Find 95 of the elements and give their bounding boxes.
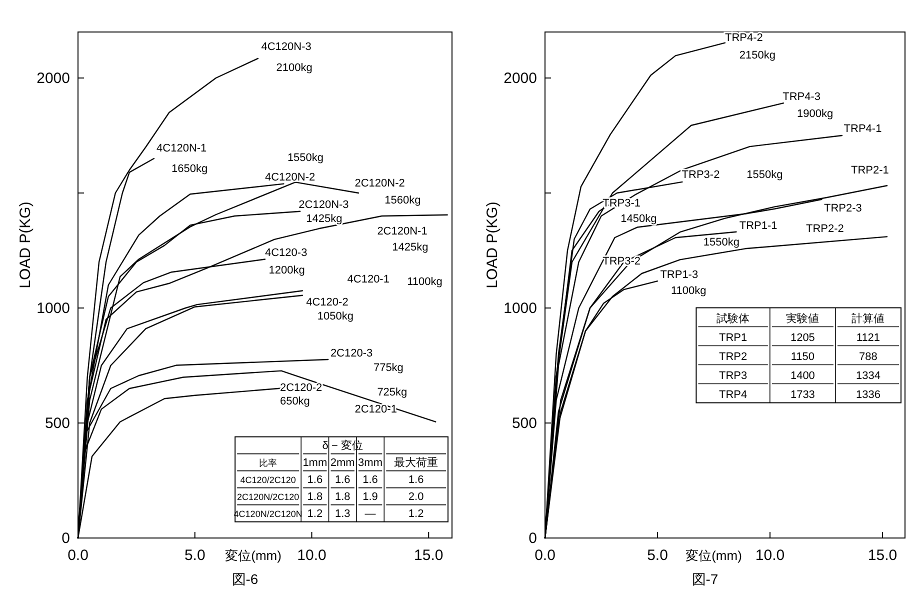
annotation: 1733 — [790, 388, 815, 401]
annotation: 2100kg — [276, 62, 312, 74]
annotation: 2C120-2 — [280, 382, 322, 394]
x-axis-title: 変位(mm) — [225, 548, 282, 563]
y-tick-label: 0 — [62, 530, 70, 547]
text: 図-7 — [692, 571, 718, 587]
annotation: 1.6 — [307, 474, 323, 486]
x-axis-title: 変位(mm) — [686, 548, 742, 563]
annotation: 2C120N-2 — [354, 177, 405, 190]
annotation: 1900kg — [797, 108, 834, 120]
annotation: 1100kg — [671, 285, 706, 298]
annotation: 725kg — [377, 386, 408, 398]
annotation: 1.3 — [334, 508, 350, 520]
y-tick-label: 500 — [44, 415, 70, 432]
text: 図-6 — [232, 571, 258, 587]
annotation: 1550kg — [703, 236, 740, 249]
annotation: 1425kg — [306, 212, 342, 225]
x-tick-label: 10.0 — [297, 547, 326, 564]
annotation: TRP1-3 — [660, 268, 698, 281]
y-tick-label: 2000 — [504, 70, 537, 87]
annotation: TRP4 — [719, 388, 748, 401]
annotation: TRP4-1 — [844, 123, 882, 136]
annotation: 1.6 — [334, 474, 350, 486]
annotation: 4C120N-3 — [261, 41, 312, 54]
annotation: 1.9 — [362, 490, 378, 503]
y-tick-label: 0 — [528, 530, 537, 547]
annotation: 2C120N/2C120 — [237, 492, 300, 502]
annotation: TRP2-1 — [851, 164, 889, 177]
annotation: 2C120-1 — [354, 404, 397, 416]
annotation: 1.8 — [334, 490, 350, 503]
annotation: 3mm — [358, 456, 383, 469]
annotation: 2.0 — [408, 490, 424, 503]
annotation: 最大荷重 — [394, 456, 438, 469]
annotation: 1336 — [856, 388, 880, 401]
annotation: 4C120N-2 — [265, 171, 316, 184]
annotation: 1.2 — [408, 508, 424, 520]
annotation: 試験体 — [716, 312, 750, 325]
annotation: 4C120N-1 — [156, 142, 207, 154]
annotation: 1400 — [790, 370, 815, 382]
annotation: 実験値 — [786, 312, 820, 325]
annotation: 1560kg — [384, 194, 421, 207]
y-tick-label: 1000 — [36, 300, 70, 317]
annotation: 1425kg — [392, 242, 428, 254]
annotation: — — [364, 508, 376, 520]
annotation: 1100kg — [407, 276, 442, 288]
annotation: TRP2-2 — [806, 222, 844, 235]
x-tick-label: 0.0 — [534, 547, 556, 564]
annotation: TRP1-1 — [739, 220, 778, 232]
annotation: 1mm — [302, 456, 328, 469]
x-tick-label: 10.0 — [755, 547, 785, 564]
annotation: 4C120-2 — [306, 296, 348, 309]
annotation: TRP1 — [719, 332, 748, 344]
annotation: 2mm — [330, 456, 355, 469]
annotation: 1450kg — [620, 212, 657, 225]
x-tick-label: 0.0 — [68, 547, 88, 564]
annotation: 788 — [859, 350, 878, 363]
annotation: 2C120-3 — [330, 347, 373, 360]
annotation: 1.8 — [307, 490, 323, 503]
annotation: TRP3-2 — [682, 169, 720, 182]
annotation: 1050kg — [317, 310, 354, 322]
annotation: 1.6 — [408, 474, 424, 486]
annotation: TRP2-3 — [824, 202, 862, 215]
annotation: TRP3 — [719, 370, 748, 382]
x-tick-label: 5.0 — [184, 547, 206, 564]
y-axis-title: LOAD P(KG) — [484, 202, 501, 288]
annotation: TRP4-3 — [782, 90, 821, 103]
annotation: TRP4-2 — [725, 32, 763, 44]
annotation: 1334 — [856, 370, 880, 382]
x-tick-label: 15.0 — [414, 547, 444, 564]
annotation: 4C120/2C120 — [240, 474, 296, 485]
annotation: 2C120N-3 — [298, 199, 349, 212]
annotation: 650kg — [280, 395, 310, 408]
annotation: 1121 — [856, 332, 880, 344]
y-tick-label: 1000 — [504, 300, 537, 317]
x-tick-label: 5.0 — [647, 547, 668, 564]
y-tick-label: 500 — [512, 415, 537, 432]
annotation: 1150 — [790, 350, 815, 363]
annotation: 4C120-3 — [265, 247, 308, 260]
annotation: 比率 — [259, 458, 278, 468]
annotation: 1550kg — [287, 152, 324, 164]
annotation: 1200kg — [268, 264, 305, 276]
annotation: 計算値 — [852, 312, 885, 325]
y-axis-title: LOAD P(KG) — [17, 202, 34, 288]
x-tick-label: 15.0 — [868, 547, 898, 564]
annotation: 2150kg — [739, 49, 776, 62]
y-tick-label: 2000 — [36, 70, 70, 87]
annotation: 1.2 — [307, 508, 323, 520]
annotation: 1550kg — [746, 169, 783, 182]
annotation: 775kg — [373, 362, 404, 374]
annotation: 1205 — [790, 332, 815, 344]
annotation: 4C120-1 — [347, 273, 390, 286]
annotation: 1650kg — [172, 163, 208, 176]
annotation: TRP2 — [719, 350, 748, 363]
annotation: 2C120N-1 — [377, 225, 428, 238]
annotation: 1.6 — [362, 474, 378, 486]
